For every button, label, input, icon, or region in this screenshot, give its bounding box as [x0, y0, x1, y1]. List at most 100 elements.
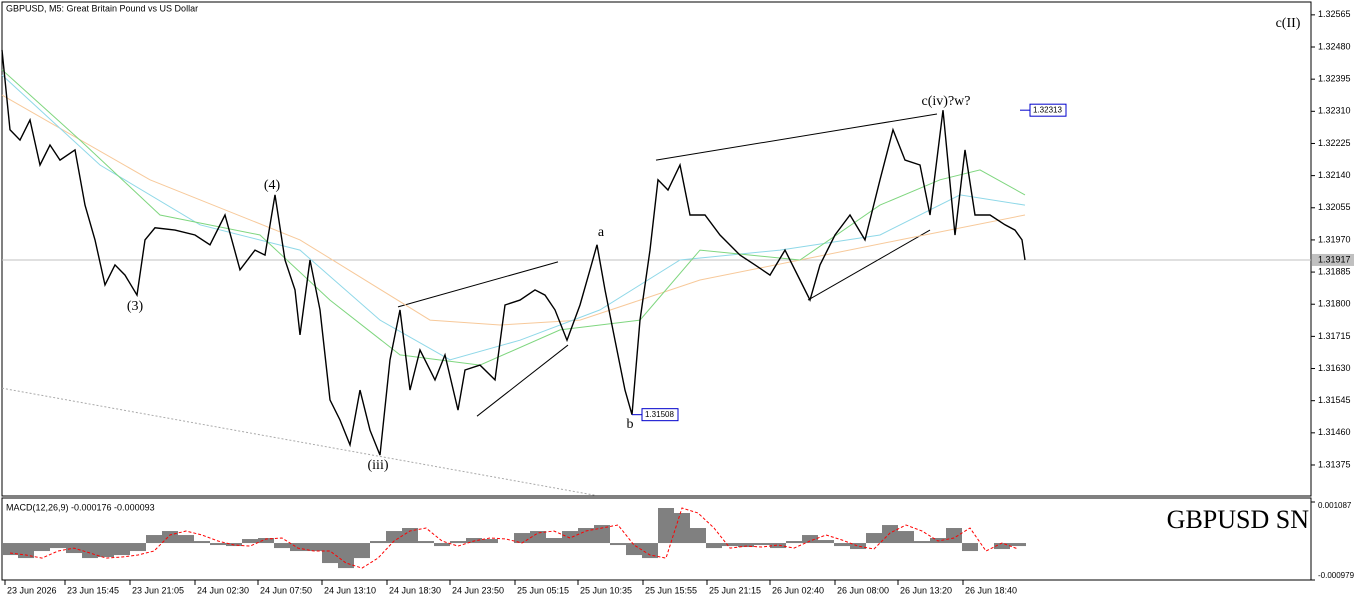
macd-tick-label: -0.000979	[1318, 571, 1355, 580]
macd-bar	[1010, 543, 1026, 547]
macd-bar	[722, 543, 738, 547]
y-tick-label: 1.31885	[1318, 266, 1351, 276]
x-tick-label: 23 Jun 15:45	[67, 585, 119, 595]
wave-label: (3)	[127, 299, 144, 314]
main-panel	[1, 1, 1312, 497]
macd-bar	[530, 531, 546, 544]
wave-label: (4)	[264, 178, 281, 193]
x-tick-label: 25 Jun 21:15	[709, 585, 761, 595]
x-tick-label: 25 Jun 05:15	[517, 585, 569, 595]
y-tick-label: 1.32225	[1318, 138, 1351, 148]
macd-bar	[882, 525, 898, 544]
macd-bar	[130, 543, 146, 552]
macd-bar	[178, 535, 194, 544]
macd-bar	[338, 543, 354, 569]
macd-signal	[9, 507, 1019, 569]
macd-bar	[242, 539, 258, 544]
macd-bar	[754, 543, 770, 546]
macd-bar	[354, 543, 370, 559]
wave-label: a	[598, 225, 605, 240]
watermark: GBPUSD SN	[1167, 505, 1310, 534]
trendline	[807, 229, 931, 301]
macd-bar	[194, 541, 210, 544]
macd-bar	[578, 528, 594, 544]
macd-bar	[482, 539, 498, 544]
wave-label: c(II)	[1276, 16, 1301, 31]
x-tick-label: 26 Jun 02:40	[772, 585, 824, 595]
macd-bar	[770, 543, 786, 549]
y-tick-label: 1.32140	[1318, 170, 1351, 180]
y-tick-label: 1.32565	[1318, 9, 1351, 19]
x-tick-label: 23 Jun 21:05	[132, 585, 184, 595]
macd-bar	[98, 543, 114, 558]
wave-label: (iii)	[368, 458, 389, 473]
macd-bar	[114, 543, 130, 556]
y-tick-label: 1.32310	[1318, 106, 1351, 116]
macd-bar	[306, 543, 322, 552]
macd-bar	[914, 541, 930, 544]
macd-bar	[50, 543, 66, 549]
x-tick-label: 23 Jun 2026	[7, 585, 57, 595]
wave-label: c(iv)?w?	[922, 94, 971, 109]
price-marker-label: 1.32313	[1033, 105, 1062, 114]
macd-bar	[610, 543, 626, 546]
price-line	[1, 69, 1026, 366]
x-tick-label: 24 Jun 02:30	[197, 585, 249, 595]
macd-bar	[850, 543, 866, 550]
y-tick-label: 1.31460	[1318, 427, 1351, 437]
macd-bar	[82, 543, 98, 559]
y-tick-label: 1.31630	[1318, 363, 1351, 373]
y-tick-label: 1.31715	[1318, 331, 1351, 341]
y-tick-label: 1.31800	[1318, 299, 1351, 309]
wave-label: b	[627, 417, 634, 432]
x-tick-label: 24 Jun 13:10	[324, 585, 376, 595]
x-tick-label: 24 Jun 07:50	[260, 585, 312, 595]
y-tick-label: 1.31375	[1318, 459, 1351, 469]
macd-bar	[690, 528, 706, 544]
macd-bar	[866, 533, 882, 544]
trendline	[476, 344, 569, 417]
price-marker-label: 1.31508	[645, 410, 674, 419]
y-tick-label: 1.32480	[1318, 41, 1351, 51]
x-tick-label: 24 Jun 18:30	[389, 585, 441, 595]
macd-bar	[962, 543, 978, 552]
x-tick-label: 25 Jun 10:35	[580, 585, 632, 595]
macd-bar	[274, 543, 290, 549]
macd-bar	[802, 535, 818, 544]
macd-bar	[146, 535, 162, 544]
macd-bar	[210, 543, 226, 546]
macd-bar	[738, 543, 754, 548]
trendline	[1, 387, 596, 496]
macd-bar	[642, 543, 658, 559]
macd-bar	[258, 538, 274, 544]
macd-label: MACD(12,26,9) -0.000176 -0.000093	[6, 502, 155, 512]
macd-bar	[290, 543, 306, 552]
x-tick-label: 25 Jun 15:55	[645, 585, 697, 595]
macd-bar	[658, 508, 674, 544]
x-tick-label: 24 Jun 23:50	[452, 585, 504, 595]
macd-bar	[2, 543, 18, 556]
trendline	[397, 261, 559, 308]
macd-bar	[546, 538, 562, 544]
y-tick-label: 1.31970	[1318, 234, 1351, 244]
macd-bar	[514, 533, 530, 544]
price-marker-box	[1029, 103, 1067, 117]
price-marker-box	[641, 408, 679, 422]
macd-bar	[434, 543, 450, 547]
current-price-label: 1.31917	[1318, 254, 1351, 264]
macd-panel	[1, 497, 1312, 581]
macd-bar	[386, 531, 402, 544]
y-tick-label: 1.32395	[1318, 74, 1351, 84]
y-tick-label: 1.31545	[1318, 395, 1351, 405]
x-tick-label: 26 Jun 13:20	[900, 585, 952, 595]
x-tick-label: 26 Jun 08:00	[837, 585, 889, 595]
price-line	[1, 94, 1026, 326]
macd-tick-label: 0.001087	[1318, 501, 1352, 510]
macd-bar	[786, 541, 802, 544]
macd-bar	[946, 528, 962, 544]
macd-bar	[322, 543, 338, 564]
trendline	[655, 113, 938, 161]
macd-bar	[674, 513, 690, 544]
